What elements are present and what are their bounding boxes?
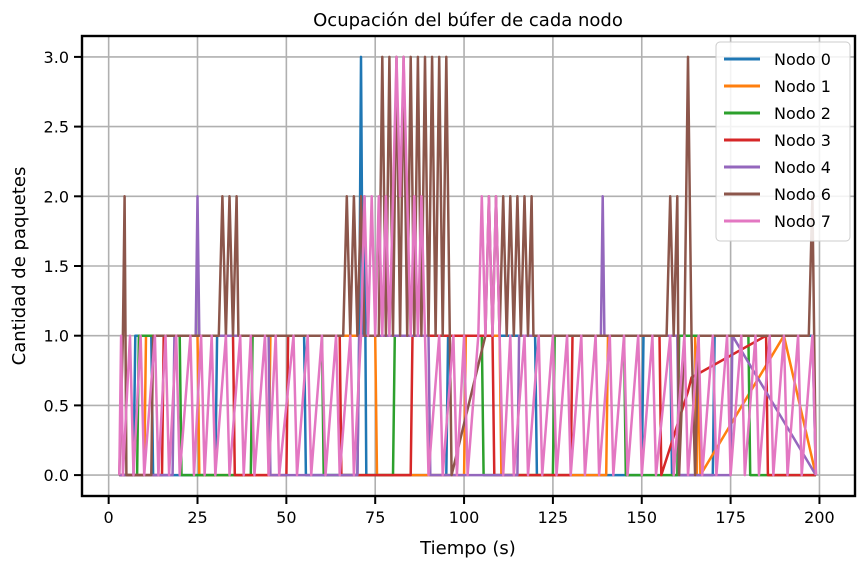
y-tick-label: 3.0 xyxy=(44,48,69,67)
series-line-nodo-7 xyxy=(118,55,818,477)
legend-label: Nodo 2 xyxy=(774,104,831,123)
x-tick-label: 125 xyxy=(538,508,569,527)
x-tick-label: 75 xyxy=(365,508,385,527)
y-tick-label: 1.0 xyxy=(44,327,69,346)
legend-box xyxy=(715,41,851,242)
x-tick-label: 150 xyxy=(626,508,657,527)
x-tick-label: 25 xyxy=(187,508,207,527)
series-line-nodo-6 xyxy=(118,55,818,477)
x-tick-label: 100 xyxy=(449,508,480,527)
x-axis-label: Tiempo (s) xyxy=(419,538,516,559)
axis-ticks: 0 25 50 75 100 125 150 175 200 0.0 0.5 1.0 1.5 2.0 2.5… xyxy=(44,48,835,527)
y-tick-label: 1.5 xyxy=(44,257,69,276)
y-tick-label: 0.0 xyxy=(44,466,69,485)
legend-label: Nodo 1 xyxy=(774,77,831,96)
legend-label: Nodo 6 xyxy=(774,185,831,204)
x-tick-label: 200 xyxy=(804,508,835,527)
y-tick-label: 0.5 xyxy=(44,396,69,415)
series-lines xyxy=(118,55,818,477)
chart-title: Ocupación del búfer de cada nodo xyxy=(313,10,623,31)
x-tick-label: 175 xyxy=(715,508,746,527)
legend-label: Nodo 0 xyxy=(774,50,831,69)
y-tick-label: 2.5 xyxy=(44,118,69,137)
legend: Nodo 0 Nodo 1 Nodo 2 Nodo 3 Nodo 4 Nodo 6 Nodo… xyxy=(715,41,851,242)
legend-label: Nodo 4 xyxy=(774,158,831,177)
y-tick-label: 2.0 xyxy=(44,187,69,206)
y-axis-label: Cantidad de paquetes xyxy=(9,167,30,366)
legend-label: Nodo 7 xyxy=(774,212,831,231)
x-tick-label: 0 xyxy=(104,508,114,527)
x-tick-label: 50 xyxy=(276,508,296,527)
legend-label: Nodo 3 xyxy=(774,131,831,150)
